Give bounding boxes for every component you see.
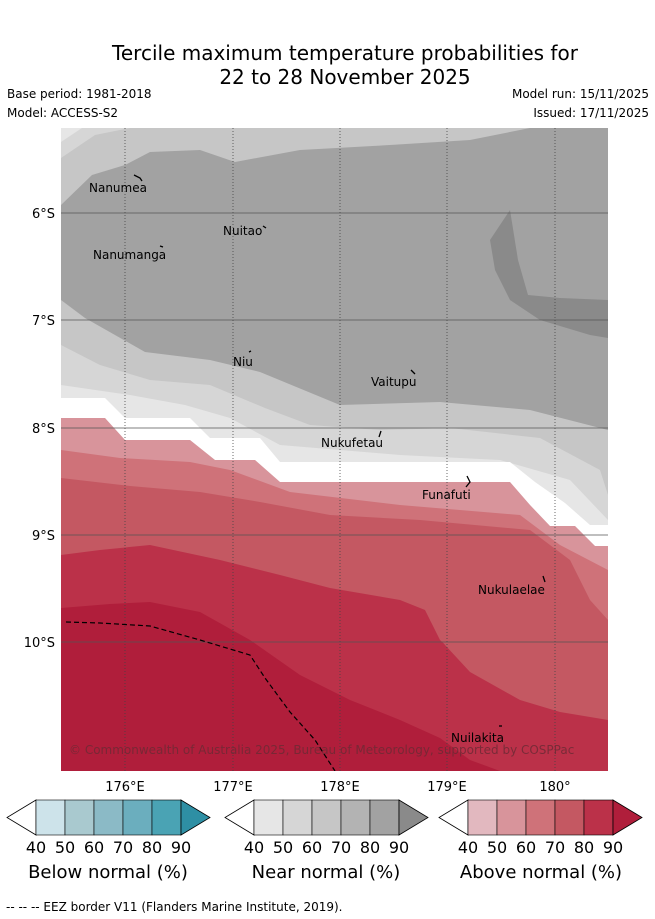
colorbar-tick-label: 60 xyxy=(84,838,104,857)
colorbar-segment xyxy=(496,799,527,836)
place-label: Nanumea xyxy=(89,181,147,195)
lat-tick-label: 10°S xyxy=(24,636,55,651)
above-normal-70-patch xyxy=(430,600,608,720)
colorbar-tick-label: 40 xyxy=(458,838,478,857)
near-normal-60-band xyxy=(61,128,130,158)
place-label: Nukufetau xyxy=(321,436,383,450)
graticule xyxy=(124,128,556,771)
colorbar-segment xyxy=(554,799,585,836)
colorbar-segment xyxy=(583,799,614,836)
colorbar-high-extend xyxy=(398,799,429,836)
colorbar-segment xyxy=(467,799,498,836)
map-title: Tercile maximum temperature probabilitie… xyxy=(0,41,655,89)
colorbar-segment xyxy=(369,799,400,836)
model-run: Model run: 15/11/2025 xyxy=(511,87,649,101)
colorbar-tick-label: 80 xyxy=(142,838,162,857)
lat-tick-label: 9°S xyxy=(32,529,55,544)
place-label: Funafuti xyxy=(422,488,471,502)
colorbar-high-extend xyxy=(612,799,643,836)
colorbar-segment xyxy=(122,799,153,836)
colorbar-segment xyxy=(525,799,556,836)
colorbar-tick-label: 70 xyxy=(545,838,565,857)
copyright-notice: © Commonwealth of Australia 2025, Bureau… xyxy=(69,743,574,757)
near-normal-50-band xyxy=(61,128,82,142)
colorbar-tick-label: 60 xyxy=(516,838,536,857)
lon-tick-label: 180° xyxy=(539,780,570,795)
colorbar-tick-label: 90 xyxy=(603,838,623,857)
near-normal-label: Near normal (%) xyxy=(251,862,401,883)
colorbar-tick-label: 90 xyxy=(389,838,409,857)
lon-tick-label: 177°E xyxy=(213,780,253,795)
map-fields xyxy=(61,128,608,771)
title-line-1: Tercile maximum temperature probabilitie… xyxy=(112,41,578,65)
colorbar-low-extend xyxy=(224,799,255,836)
colorbars: 40 50 60 70 80 90 40 50 60 70 80 90 40 50 60 70 80 90 xyxy=(6,799,643,857)
below-normal-label: Below normal (%) xyxy=(28,862,188,883)
colorbar-high-extend xyxy=(180,799,211,836)
place-label: Nukulaelae xyxy=(478,583,545,597)
lat-tick-label: 8°S xyxy=(32,422,55,437)
lat-tick-label: 7°S xyxy=(32,314,55,329)
colorbar-segment xyxy=(93,799,124,836)
title-line-2: 22 to 28 November 2025 xyxy=(219,65,471,89)
colorbar-tick-label: 70 xyxy=(113,838,133,857)
above-normal-label: Above normal (%) xyxy=(459,862,623,883)
above-normal-90-band xyxy=(61,602,500,771)
colorbar-tick-label: 40 xyxy=(26,838,46,857)
islands xyxy=(133,174,546,727)
colorbar-segment xyxy=(311,799,342,836)
colorbar-segment xyxy=(340,799,371,836)
colorbar-tick-label: 50 xyxy=(487,838,507,857)
lon-tick-label: 176°E xyxy=(105,780,145,795)
near-normal-90-patch xyxy=(490,210,608,338)
base-period: Base period: 1981-2018 xyxy=(7,87,152,101)
colorbar-tick-label: 70 xyxy=(331,838,351,857)
colorbar-tick-label: 50 xyxy=(55,838,75,857)
colorbar-segment xyxy=(35,799,66,836)
model-name: Model: ACCESS-S2 xyxy=(7,106,119,120)
colorbar-segment xyxy=(64,799,95,836)
place-label: Nanumanga xyxy=(93,248,166,262)
colorbar: 40 50 60 70 80 90 xyxy=(438,799,643,857)
colorbar: 40 50 60 70 80 90 xyxy=(6,799,211,857)
colorbar-tick-label: 80 xyxy=(574,838,594,857)
colorbar-tick-label: 60 xyxy=(302,838,322,857)
uncertain-zone xyxy=(61,398,608,546)
colorbar-segment xyxy=(282,799,313,836)
colorbar-low-extend xyxy=(6,799,37,836)
lat-tick-label: 6°S xyxy=(32,207,55,222)
issued-date: Issued: 17/11/2025 xyxy=(533,106,649,120)
colorbar: 40 50 60 70 80 90 xyxy=(224,799,429,857)
colorbar-segment xyxy=(253,799,284,836)
eez-border xyxy=(65,621,336,771)
lon-tick-label: 178°E xyxy=(320,780,360,795)
eez-footnote: -- -- -- EEZ border V11 (Flanders Marine… xyxy=(6,900,343,914)
latitude-lines xyxy=(61,212,608,643)
place-label: Nuitao xyxy=(223,224,262,238)
colorbar-low-extend xyxy=(438,799,469,836)
lon-tick-label: 179°E xyxy=(427,780,467,795)
colorbar-segment xyxy=(151,799,182,836)
colorbar-tick-label: 90 xyxy=(171,838,191,857)
colorbar-tick-label: 50 xyxy=(273,838,293,857)
colorbar-tick-label: 40 xyxy=(244,838,264,857)
place-label: Vaitupu xyxy=(371,375,417,389)
place-label: Niu xyxy=(233,355,253,369)
colorbar-tick-label: 80 xyxy=(360,838,380,857)
place-label: Nuilakita xyxy=(451,731,504,745)
near-normal-70-band xyxy=(61,128,608,205)
